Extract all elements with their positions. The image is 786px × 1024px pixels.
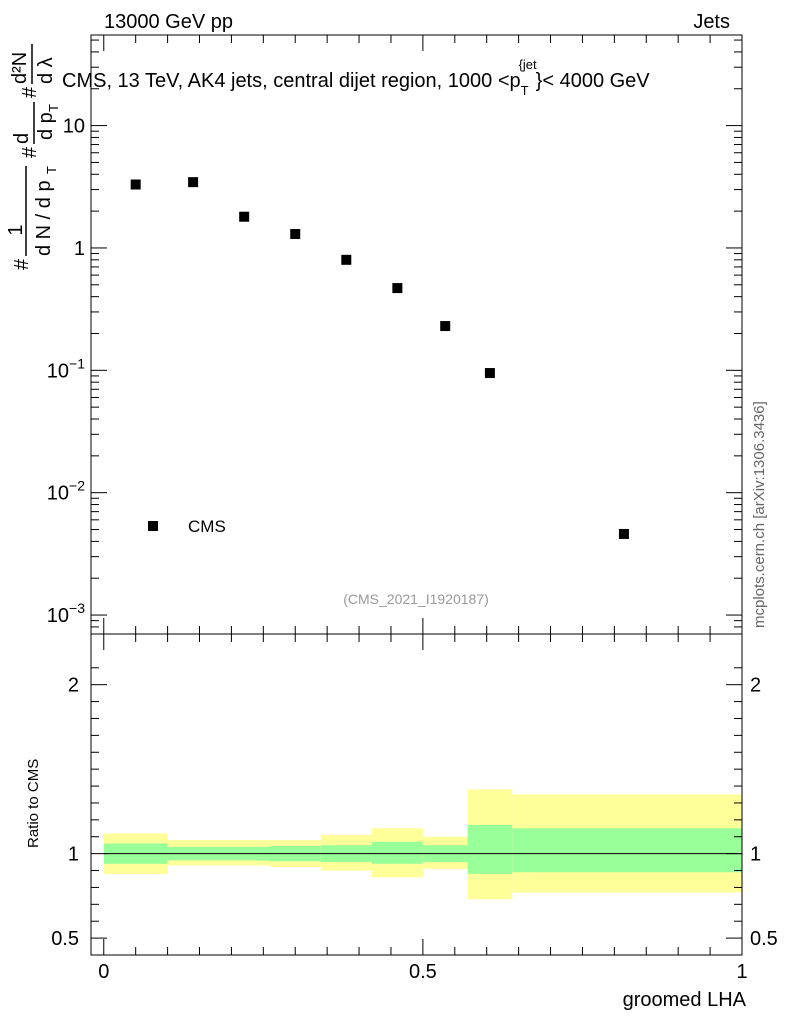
ratio-inner-band-4	[371, 841, 423, 864]
svg-text:T: T	[44, 166, 59, 174]
ratio-y-tick-label-right: 2	[750, 675, 761, 697]
svg-text:d²N: d²N	[9, 52, 31, 84]
title-main: CMS, 13 TeV, AK4 jets, central dijet reg…	[62, 70, 521, 92]
y-tick-label: 10−2	[47, 478, 85, 505]
data-point	[341, 254, 352, 265]
data-point	[484, 368, 495, 379]
data-point	[440, 321, 451, 332]
legend-label: CMS	[188, 517, 226, 536]
data-point	[290, 229, 301, 240]
data-point	[239, 211, 250, 222]
plot-title: CMS, 13 TeV, AK4 jets, central dijet reg…	[62, 57, 650, 98]
category-label: Jets	[693, 11, 730, 33]
x-tick-label: 1	[736, 961, 747, 983]
ratio-panel-frame	[90, 633, 743, 956]
title-rest: }< 4000 GeV	[536, 70, 651, 92]
ratio-y-tick-label-right: 0.5	[750, 928, 778, 950]
x-tick-label: 0.5	[409, 961, 437, 983]
title-sup: {jet	[519, 57, 537, 72]
ratio-y-tick-label-right: 1	[750, 844, 761, 866]
analysis-id-label: (CMS_2021_I1920187)	[343, 591, 489, 607]
ratio-y-tick-label-left: 1	[68, 844, 79, 866]
title-sub: T	[521, 83, 529, 98]
ratio-y-axis-label: Ratio to CMS	[25, 759, 42, 848]
svg-text:#: #	[19, 86, 41, 98]
watermark-label: mcplots.cern.ch [arXiv:1306.3436]	[751, 401, 768, 628]
svg-text:d: d	[11, 133, 33, 144]
svg-text:d λ: d λ	[35, 57, 57, 84]
energy-label: 13000 GeV pp	[104, 11, 233, 33]
x-tick-label: 0	[98, 961, 109, 983]
main-data-points	[130, 177, 629, 539]
svg-text:d N / d p: d N / d p	[33, 180, 55, 256]
svg-text:#: #	[19, 146, 41, 158]
y-tick-label: 1	[74, 238, 85, 260]
data-point	[130, 179, 141, 190]
y-tick-label: 10−3	[47, 600, 85, 627]
data-point	[188, 177, 199, 188]
ratio-y-tick-label-left: 0.5	[51, 928, 79, 950]
data-point	[392, 283, 403, 294]
legend-marker	[148, 521, 158, 531]
ratio-inner-band-6	[467, 824, 513, 874]
svg-text:d p: d p	[35, 112, 57, 140]
data-point	[618, 528, 629, 539]
svg-text:#: #	[11, 258, 33, 270]
ratio-inner-band-7	[512, 828, 742, 873]
y-tick-label: 10−1	[47, 355, 85, 382]
main-panel-frame	[90, 34, 743, 635]
svg-text:1: 1	[5, 224, 27, 235]
x-axis-label: groomed LHA	[623, 989, 747, 1011]
ratio-bands	[103, 789, 742, 900]
y-tick-label: 10	[63, 116, 85, 138]
ratio-y-tick-label-left: 2	[68, 675, 79, 697]
svg-text:T: T	[46, 104, 61, 112]
y-axis-label: # 1 d N / d p T # d d p T # d²N d λ	[5, 44, 61, 270]
